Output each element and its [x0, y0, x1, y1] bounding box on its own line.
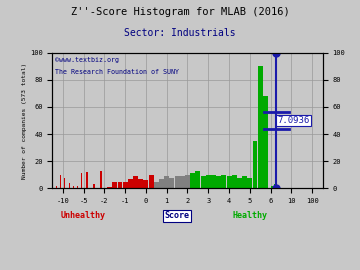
Bar	[211, 175, 216, 188]
Text: Z''-Score Histogram for MLAB (2016): Z''-Score Histogram for MLAB (2016)	[71, 7, 289, 17]
Bar	[247, 177, 252, 188]
Bar	[201, 176, 206, 188]
Bar	[117, 181, 122, 188]
Bar	[216, 176, 221, 188]
Bar	[154, 181, 159, 188]
Bar	[112, 181, 117, 188]
Bar	[164, 176, 169, 188]
Bar	[170, 177, 174, 188]
Bar	[64, 177, 66, 188]
Bar	[274, 184, 275, 188]
Text: The Research Foundation of SUNY: The Research Foundation of SUNY	[55, 69, 179, 75]
Bar	[144, 180, 148, 188]
Bar	[175, 176, 180, 188]
Y-axis label: Number of companies (573 total): Number of companies (573 total)	[22, 62, 27, 179]
Bar	[279, 186, 280, 188]
Bar	[93, 184, 95, 188]
Text: Unhealthy: Unhealthy	[61, 211, 106, 220]
Bar	[180, 176, 185, 188]
Bar	[128, 179, 133, 188]
Bar	[52, 187, 53, 188]
Text: Healthy: Healthy	[232, 211, 267, 220]
Bar	[107, 187, 112, 188]
Bar	[138, 179, 143, 188]
Text: Score: Score	[165, 211, 190, 220]
Bar	[77, 186, 78, 188]
Bar	[100, 171, 102, 188]
Bar	[149, 175, 154, 188]
Bar	[221, 175, 226, 188]
Bar	[68, 183, 69, 188]
Bar	[263, 96, 268, 188]
Bar	[81, 173, 82, 188]
Bar	[56, 186, 57, 188]
Bar	[123, 181, 128, 188]
Bar	[185, 175, 190, 188]
Bar	[206, 175, 211, 188]
Bar	[232, 175, 237, 188]
Bar	[237, 177, 242, 188]
Bar	[242, 176, 247, 188]
Text: 7.0936: 7.0936	[277, 116, 310, 125]
Bar	[271, 186, 273, 188]
Bar	[273, 187, 274, 188]
Text: ©www.textbiz.org: ©www.textbiz.org	[55, 57, 119, 63]
Bar	[48, 186, 49, 188]
Bar	[133, 176, 138, 188]
Bar	[258, 66, 263, 188]
Bar	[73, 186, 74, 188]
Bar	[159, 179, 164, 188]
Bar	[253, 141, 257, 188]
Bar	[190, 173, 195, 188]
Bar	[226, 176, 231, 188]
Bar	[60, 175, 61, 188]
Text: Sector: Industrials: Sector: Industrials	[124, 28, 236, 38]
Bar	[195, 171, 201, 188]
Bar	[86, 172, 88, 188]
